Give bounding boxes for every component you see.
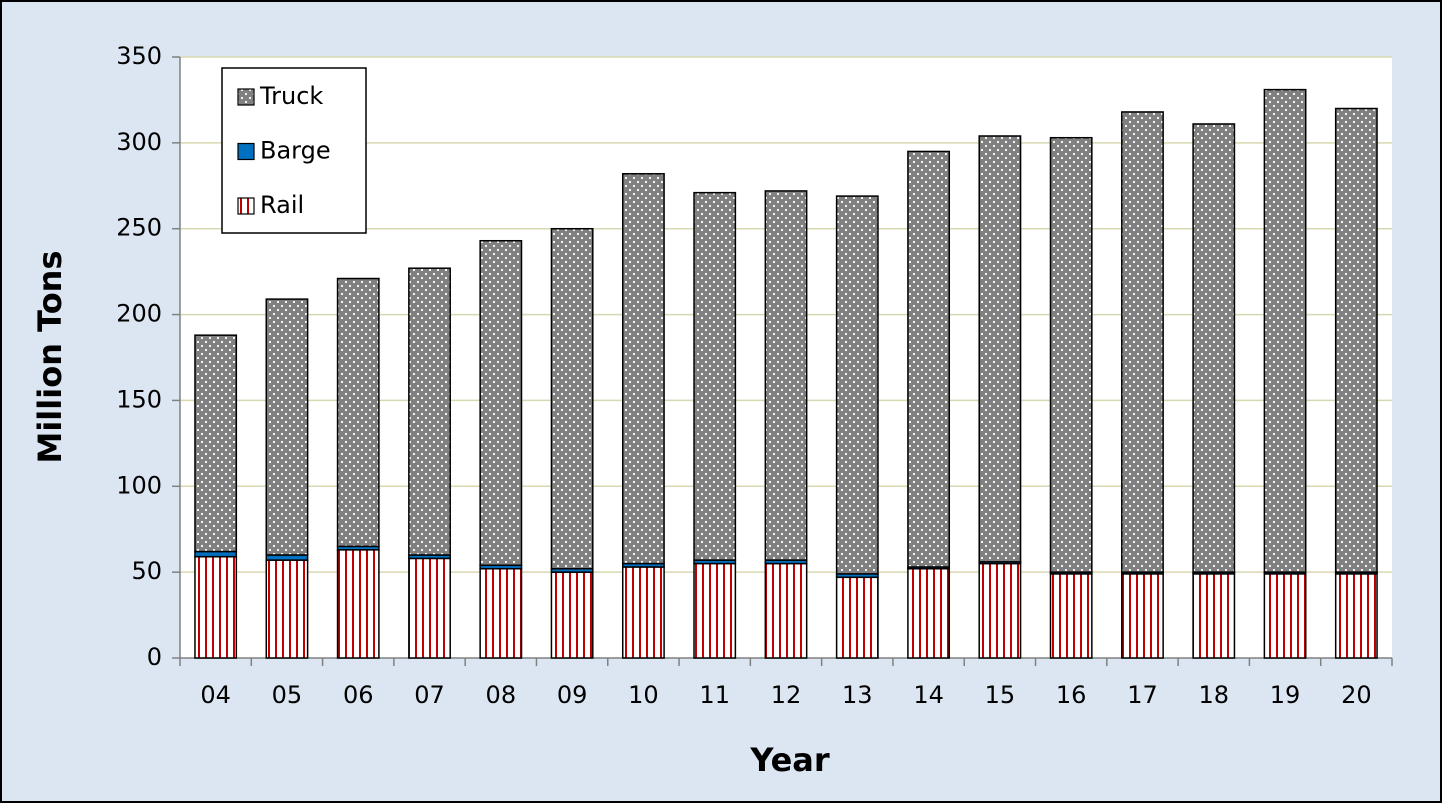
legend-label: Rail [260, 191, 304, 219]
x-tick-label: 05 [272, 681, 303, 709]
x-tick-label: 19 [1270, 681, 1301, 709]
legend-label: Barge [260, 137, 331, 165]
legend-label: Truck [259, 82, 323, 110]
bar-segment [1192, 123, 1236, 573]
x-tick-label: 06 [343, 681, 374, 709]
bar-segment [764, 190, 808, 561]
bar-segment [1263, 573, 1307, 659]
bar-segment [550, 571, 594, 659]
bar-segment [907, 150, 951, 568]
x-tick-label: 17 [1127, 681, 1158, 709]
bar-segment [479, 239, 523, 567]
x-tick-label: 14 [913, 681, 944, 709]
y-tick-label: 350 [116, 42, 162, 70]
bar-segment [194, 334, 238, 553]
x-tick-label: 08 [486, 681, 517, 709]
bar-segment [835, 576, 879, 659]
bar-segment [1049, 573, 1093, 659]
x-tick-label: 11 [699, 681, 730, 709]
bar-segment [764, 562, 808, 659]
bar-segment [265, 559, 309, 659]
bar-segment [1192, 573, 1236, 659]
x-tick-label: 15 [985, 681, 1016, 709]
bar-segment [835, 195, 879, 575]
y-tick-label: 200 [116, 300, 162, 328]
legend-swatch [237, 88, 255, 106]
bar-segment [479, 567, 523, 659]
bar-segment [621, 566, 665, 659]
y-tick-label: 250 [116, 214, 162, 242]
legend-swatch [237, 142, 255, 161]
bar-segment [693, 191, 737, 561]
bar-segment [194, 555, 238, 659]
legend-swatch [237, 197, 255, 215]
bar-segment [1263, 88, 1307, 573]
y-axis-title: Million Tons [31, 250, 69, 463]
x-tick-label: 12 [771, 681, 802, 709]
bar-segment [693, 562, 737, 659]
x-tick-label: 07 [414, 681, 445, 709]
bar-segment [408, 557, 451, 659]
bar-segment [408, 267, 451, 556]
x-tick-label: 09 [557, 681, 588, 709]
bar-segment [1334, 107, 1378, 573]
bar-segment [265, 554, 309, 561]
x-tick-label: 20 [1341, 681, 1372, 709]
bar-segment [978, 562, 1022, 659]
y-tick-label: 0 [147, 643, 162, 671]
bar-segment [978, 135, 1022, 563]
x-tick-label: 10 [628, 681, 659, 709]
y-tick-label: 50 [131, 557, 162, 585]
x-tick-label: 13 [842, 681, 873, 709]
x-tick-label: 04 [200, 681, 231, 709]
x-tick-label: 16 [1056, 681, 1087, 709]
bar-segment [550, 227, 594, 570]
bar-segment [1121, 111, 1164, 573]
bar-segment [194, 550, 238, 558]
x-axis-title: Year [749, 741, 830, 779]
bar-segment [1049, 136, 1093, 573]
y-tick-label: 100 [116, 471, 162, 499]
bar-segment [621, 173, 665, 565]
bar-segment [265, 298, 309, 556]
bar-segment [336, 277, 380, 548]
bar-segment [1334, 573, 1378, 659]
x-tick-label: 18 [1198, 681, 1229, 709]
y-tick-label: 300 [116, 128, 162, 156]
bar-segment [1121, 573, 1164, 659]
y-tick-label: 150 [116, 385, 162, 413]
bar-segment [907, 567, 951, 659]
bar-segment [336, 549, 380, 659]
